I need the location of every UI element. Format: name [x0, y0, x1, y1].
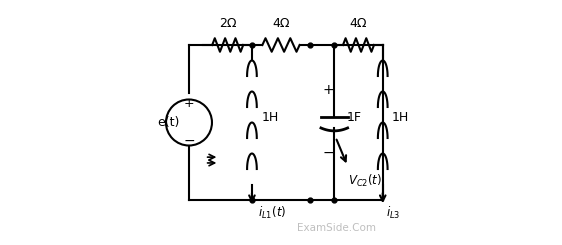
- Text: $V_{C2}(t)$: $V_{C2}(t)$: [348, 173, 382, 189]
- Text: 4Ω: 4Ω: [272, 17, 290, 30]
- Text: 2Ω: 2Ω: [219, 17, 237, 30]
- Text: ExamSide.Com: ExamSide.Com: [297, 223, 376, 233]
- Text: $i_{L3}$: $i_{L3}$: [386, 205, 401, 221]
- Text: +: +: [184, 97, 194, 110]
- Text: 1F: 1F: [346, 111, 361, 124]
- Text: e(t): e(t): [157, 116, 179, 129]
- Text: −: −: [323, 146, 334, 160]
- Text: 1H: 1H: [262, 111, 279, 124]
- Text: 1H: 1H: [391, 111, 409, 124]
- Text: −: −: [183, 134, 195, 148]
- Text: 4Ω: 4Ω: [350, 17, 367, 30]
- Text: +: +: [323, 83, 334, 97]
- Text: $i_{L1}(t)$: $i_{L1}(t)$: [258, 205, 286, 221]
